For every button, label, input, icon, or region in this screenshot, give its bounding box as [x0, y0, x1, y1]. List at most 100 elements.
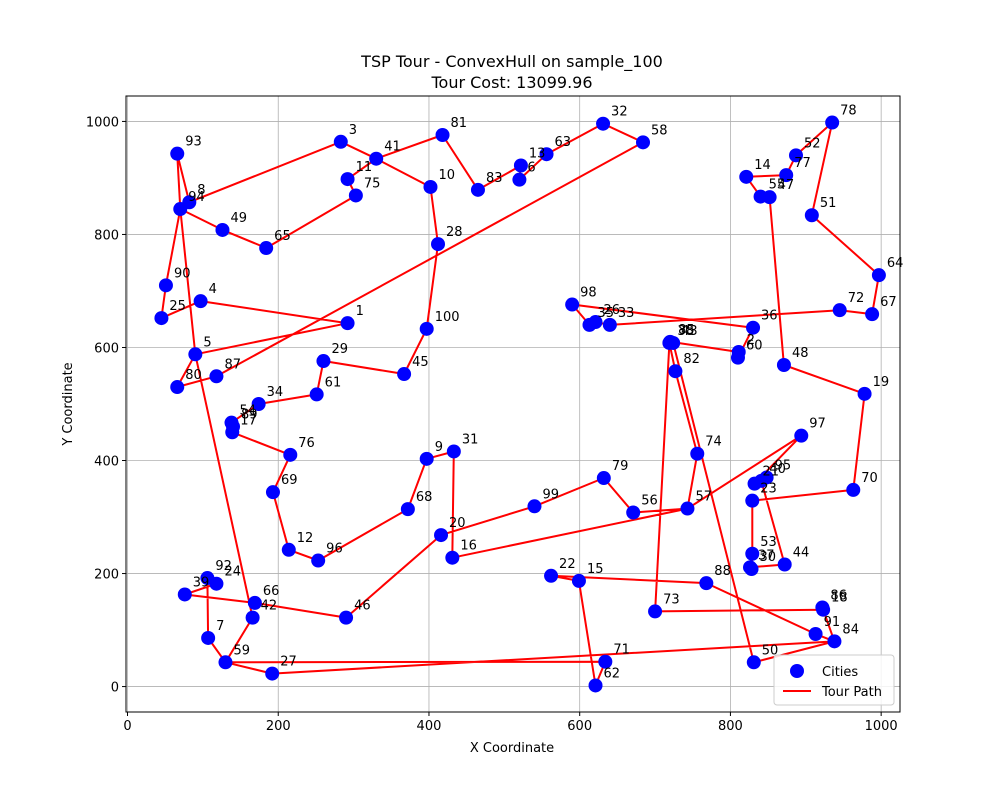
city-label-68: 68: [416, 490, 433, 505]
plot-frame: [125, 95, 901, 713]
city-label-88: 88: [714, 564, 731, 579]
city-label-83: 83: [486, 171, 503, 186]
x-tick-label: 0: [123, 719, 131, 734]
city-label-49: 49: [230, 211, 247, 226]
city-label-61: 61: [325, 375, 342, 390]
city-label-62: 62: [604, 666, 621, 681]
y-tick-label: 600: [94, 341, 119, 356]
y-tick-label: 1000: [86, 115, 119, 130]
city-label-26: 26: [604, 303, 621, 318]
city-label-73: 73: [663, 592, 680, 607]
city-point-59: [218, 655, 233, 670]
city-label-24: 24: [224, 565, 241, 580]
city-label-95: 95: [775, 458, 792, 473]
city-point-49: [215, 222, 230, 237]
city-label-9: 9: [435, 440, 443, 455]
city-label-74: 74: [705, 435, 722, 450]
city-point-61: [309, 387, 324, 402]
city-label-51: 51: [820, 196, 837, 211]
city-label-63: 63: [555, 135, 572, 150]
city-label-71: 71: [613, 643, 630, 658]
city-label-44: 44: [793, 545, 810, 560]
city-label-28: 28: [446, 225, 463, 240]
city-label-46: 46: [354, 599, 371, 614]
city-label-18: 18: [831, 591, 848, 606]
city-label-78: 78: [840, 104, 857, 119]
city-label-81: 81: [451, 116, 468, 131]
city-label-27: 27: [280, 655, 297, 670]
city-point-85: [663, 334, 678, 349]
city-point-34: [251, 397, 266, 411]
city-label-64: 64: [887, 256, 904, 271]
city-label-79: 79: [612, 459, 629, 474]
city-label-42: 42: [261, 599, 278, 614]
city-label-25: 25: [169, 299, 186, 314]
city-label-55: 55: [769, 178, 786, 193]
city-point-14: [739, 169, 754, 184]
city-point-70: [846, 482, 861, 497]
city-point-55: [753, 189, 768, 204]
city-point-96: [311, 553, 326, 568]
city-label-52: 52: [804, 136, 821, 151]
city-label-30: 30: [760, 550, 777, 565]
x-tick-label: 200: [266, 719, 291, 734]
city-label-91: 91: [824, 615, 841, 630]
city-label-72: 72: [848, 291, 865, 306]
city-labels: 1234567891011121314151617181920212223242…: [169, 104, 903, 682]
city-point-45: [397, 367, 412, 382]
city-label-86: 86: [830, 588, 847, 603]
city-point-32: [596, 116, 611, 131]
city-point-80: [170, 380, 185, 395]
city-point-50: [746, 655, 761, 670]
legend-tour-label: Tour Path: [821, 685, 882, 700]
city-label-32: 32: [611, 105, 628, 120]
city-label-36: 36: [761, 309, 778, 324]
city-point-69: [265, 485, 280, 500]
city-label-57: 57: [695, 490, 712, 505]
x-tick-label: 400: [417, 719, 442, 734]
city-point-88: [699, 576, 714, 591]
city-point-90: [158, 278, 173, 293]
city-point-28: [431, 237, 446, 252]
city-label-19: 19: [873, 375, 890, 390]
city-point-1: [340, 316, 355, 331]
city-label-54: 54: [240, 404, 257, 419]
city-point-78: [825, 115, 840, 130]
city-point-76: [283, 447, 298, 462]
legend-cities-label: Cities: [822, 665, 858, 680]
city-point-35: [582, 317, 597, 332]
city-label-60: 60: [746, 339, 763, 354]
city-label-75: 75: [364, 176, 381, 191]
city-point-68: [400, 502, 415, 517]
city-point-66: [247, 595, 262, 610]
city-point-91: [808, 627, 823, 642]
city-point-56: [626, 505, 641, 520]
city-label-99: 99: [542, 487, 559, 502]
city-point-15: [571, 573, 586, 588]
city-label-87: 87: [224, 357, 241, 372]
x-tick-label: 800: [718, 719, 743, 734]
city-point-60: [730, 350, 745, 365]
city-point-53: [745, 546, 760, 561]
x-tick-label: 1000: [865, 719, 898, 734]
city-label-22: 22: [559, 557, 576, 572]
city-label-40: 40: [769, 462, 786, 477]
city-point-19: [857, 386, 872, 401]
city-label-59: 59: [233, 643, 250, 658]
city-label-69: 69: [281, 473, 298, 488]
chart-title-line2: Tour Cost: 13099.96: [430, 73, 592, 92]
city-point-94: [173, 202, 188, 217]
city-point-98: [565, 297, 580, 312]
city-label-77: 77: [794, 156, 811, 171]
city-label-76: 76: [298, 436, 315, 451]
city-label-67: 67: [880, 295, 897, 310]
legend: Cities Tour Path: [773, 654, 895, 706]
city-point-9: [419, 451, 434, 466]
city-label-97: 97: [809, 417, 826, 432]
city-point-83: [470, 182, 485, 197]
city-point-75: [348, 188, 363, 203]
city-label-34: 34: [267, 385, 284, 400]
city-point-31: [446, 444, 461, 459]
city-label-33: 33: [618, 306, 635, 321]
city-point-13: [513, 158, 528, 173]
